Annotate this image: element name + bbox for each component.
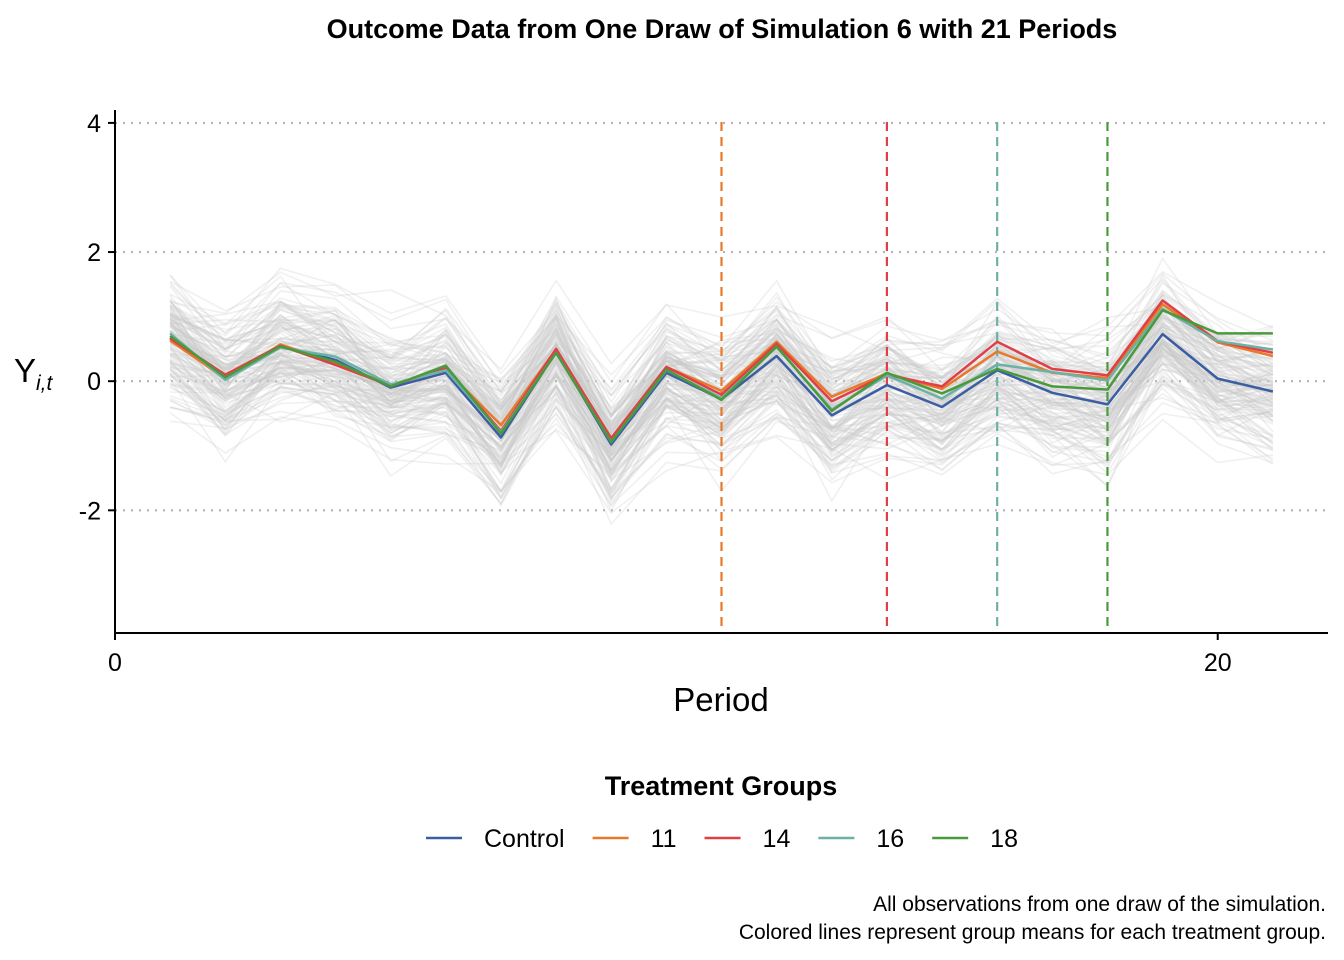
observation-line <box>169 304 1274 423</box>
y-tick-label: 4 <box>87 110 101 138</box>
observation-line <box>169 369 1274 495</box>
observation-line <box>169 312 1274 429</box>
series-lines <box>169 299 1274 446</box>
observation-line <box>169 364 1274 514</box>
observation-line <box>169 362 1274 491</box>
caption-line-1: All observations from one draw of the si… <box>873 893 1326 916</box>
observation-line <box>169 352 1274 491</box>
observation-line <box>169 298 1273 446</box>
observation-line <box>169 363 1273 499</box>
observation-line <box>169 317 1274 427</box>
legend-label-11: 11 <box>651 825 677 853</box>
x-tick-label: 0 <box>108 649 122 677</box>
observation-line <box>169 289 1274 400</box>
y-ticks: 4 2 0 -2 <box>79 110 115 525</box>
observation-line <box>169 350 1274 477</box>
observation-line <box>169 317 1274 449</box>
observation-line <box>169 319 1274 429</box>
x-tick-label: 20 <box>1204 649 1232 677</box>
legend-label-control: Control <box>484 825 565 853</box>
observation-line <box>169 316 1274 444</box>
y-tick-label: 2 <box>87 239 101 267</box>
observation-line <box>169 347 1274 474</box>
legend-label-14: 14 <box>763 825 791 853</box>
observation-line <box>169 321 1274 456</box>
y-axis-label: Yi,t <box>14 352 54 395</box>
y-tick-label: 0 <box>87 368 101 396</box>
series-line-14 <box>169 299 1274 440</box>
series-line-16 <box>169 307 1274 444</box>
observation-line <box>169 401 1274 514</box>
observation-line <box>169 303 1274 431</box>
legend-label-18: 18 <box>990 825 1018 853</box>
observation-line <box>169 341 1274 501</box>
y-axis-label-main: Y <box>14 352 36 389</box>
observation-line <box>169 342 1274 449</box>
caption-line-2: Colored lines represent group means for … <box>739 921 1326 944</box>
observation-line <box>170 336 1274 478</box>
y-tick-label: -2 <box>79 497 101 525</box>
observation-line <box>169 294 1274 412</box>
observation-line <box>169 293 1273 420</box>
observation-line <box>169 346 1274 494</box>
observation-line <box>169 300 1273 427</box>
observation-line <box>170 302 1274 418</box>
x-axis-label: Period <box>673 681 768 718</box>
observation-line <box>169 302 1274 412</box>
observation-line <box>169 277 1274 397</box>
observation-line <box>169 373 1274 480</box>
chart-title: Outcome Data from One Draw of Simulation… <box>327 14 1118 44</box>
legend-label-16: 16 <box>876 825 904 853</box>
y-axis-label-subscript: i,t <box>36 372 54 395</box>
observation-line <box>169 364 1274 500</box>
observation-line <box>169 347 1274 492</box>
observation-line <box>169 351 1274 475</box>
observation-line <box>169 340 1274 471</box>
legend-title: Treatment Groups <box>605 771 838 801</box>
legend: Control 11 14 16 18 <box>426 825 1018 853</box>
observation-line <box>169 341 1274 452</box>
observation-line <box>169 342 1274 468</box>
observation-line <box>169 313 1273 457</box>
observation-line <box>169 267 1274 393</box>
observation-line <box>169 359 1274 493</box>
x-ticks: 0 20 <box>108 633 1232 677</box>
series-line-18 <box>169 308 1273 444</box>
